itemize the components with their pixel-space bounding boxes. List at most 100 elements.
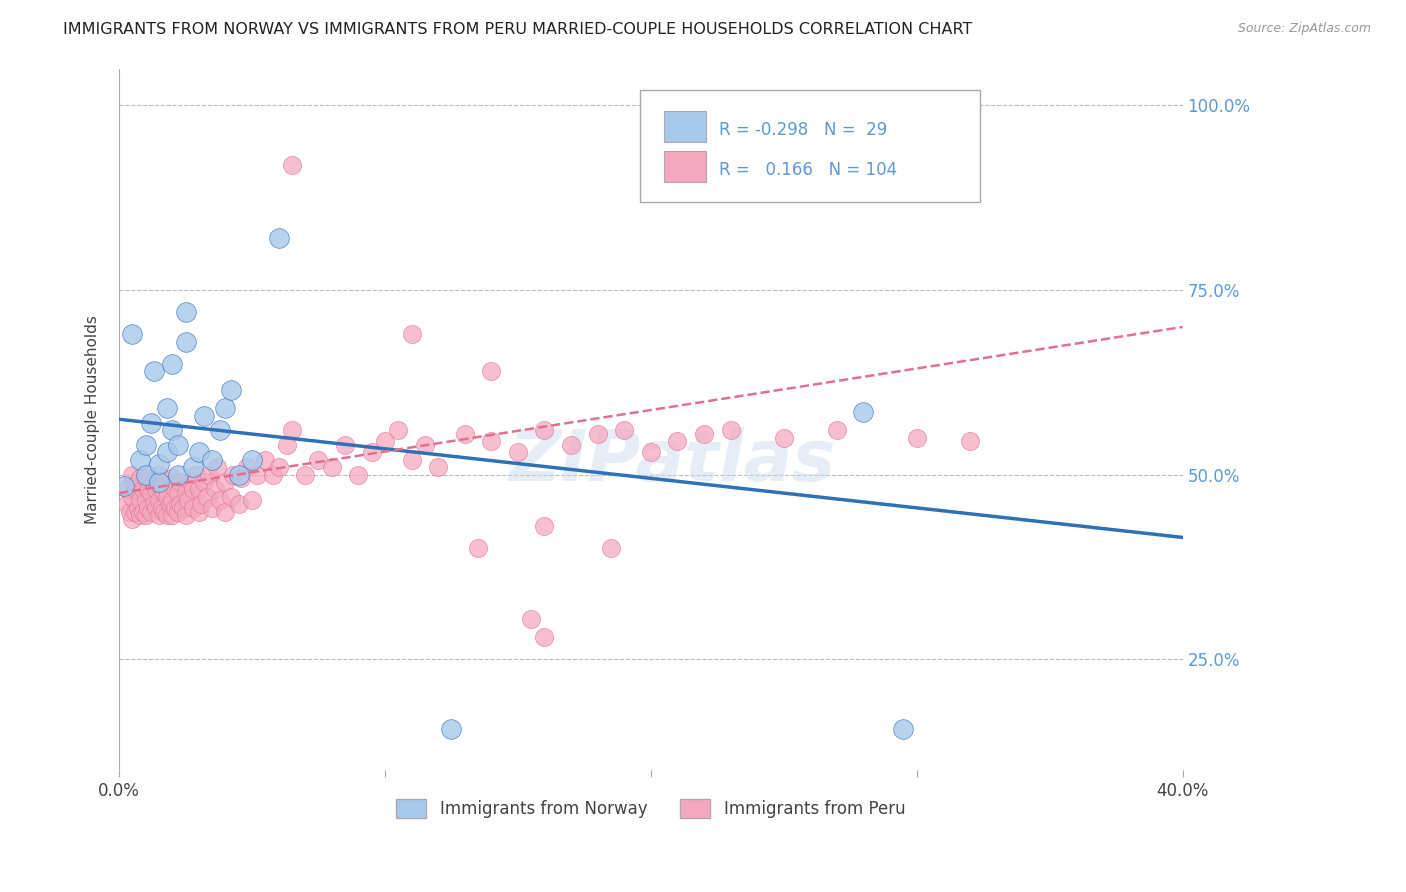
Point <box>132 504 155 518</box>
Point <box>209 493 232 508</box>
Point <box>533 423 555 437</box>
Point <box>121 467 143 482</box>
Point <box>201 500 224 515</box>
Point <box>231 471 253 485</box>
Point <box>387 423 409 437</box>
Point <box>135 438 157 452</box>
Text: Source: ZipAtlas.com: Source: ZipAtlas.com <box>1237 22 1371 36</box>
Point <box>560 438 582 452</box>
Point <box>142 364 165 378</box>
Point <box>174 508 197 523</box>
Point <box>135 508 157 523</box>
Point <box>132 483 155 497</box>
Point <box>240 453 263 467</box>
Text: IMMIGRANTS FROM NORWAY VS IMMIGRANTS FROM PERU MARRIED-COUPLE HOUSEHOLDS CORRELA: IMMIGRANTS FROM NORWAY VS IMMIGRANTS FRO… <box>63 22 973 37</box>
Point <box>222 467 245 482</box>
Point <box>333 438 356 452</box>
Point <box>127 475 149 489</box>
Point <box>115 483 138 497</box>
Point <box>240 493 263 508</box>
Point <box>135 471 157 485</box>
Point <box>214 475 236 489</box>
Point <box>166 486 188 500</box>
Point <box>129 508 152 523</box>
Point <box>169 475 191 489</box>
Point <box>127 500 149 515</box>
Point <box>148 467 170 482</box>
Point <box>281 423 304 437</box>
Point <box>321 460 343 475</box>
Text: R = -0.298   N =  29: R = -0.298 N = 29 <box>718 120 887 138</box>
Point <box>118 504 141 518</box>
Point <box>520 612 543 626</box>
Point <box>360 445 382 459</box>
Point <box>115 497 138 511</box>
Point <box>262 467 284 482</box>
Point <box>163 500 186 515</box>
Point <box>153 486 176 500</box>
Point <box>693 427 716 442</box>
Point <box>160 357 183 371</box>
Point <box>893 723 915 737</box>
Point <box>720 423 742 437</box>
Point <box>198 467 221 482</box>
Point <box>207 460 229 475</box>
Point <box>825 423 848 437</box>
Point <box>413 438 436 452</box>
Point <box>160 508 183 523</box>
Point <box>254 453 277 467</box>
Point <box>214 401 236 416</box>
Point <box>201 453 224 467</box>
Point <box>959 434 981 449</box>
Point <box>533 519 555 533</box>
Point <box>124 483 146 497</box>
Point <box>159 497 181 511</box>
Point <box>129 471 152 485</box>
Point <box>135 467 157 482</box>
Point <box>347 467 370 482</box>
Point <box>193 475 215 489</box>
Point <box>204 483 226 497</box>
Point <box>281 157 304 171</box>
Point <box>533 630 555 644</box>
Point <box>190 497 212 511</box>
Point <box>479 434 502 449</box>
Point <box>174 486 197 500</box>
Point <box>228 497 250 511</box>
Point <box>129 453 152 467</box>
Point <box>150 500 173 515</box>
Point <box>142 475 165 489</box>
Point <box>183 460 205 475</box>
Point <box>163 483 186 497</box>
Point <box>156 445 179 459</box>
Point <box>160 423 183 437</box>
Point <box>479 364 502 378</box>
Point <box>666 434 689 449</box>
Point <box>166 504 188 518</box>
Point <box>121 327 143 342</box>
Point <box>267 460 290 475</box>
Point <box>246 467 269 482</box>
Point <box>235 460 257 475</box>
Point <box>174 334 197 349</box>
Point <box>139 504 162 518</box>
Point <box>852 405 875 419</box>
Point <box>427 460 450 475</box>
Point <box>160 493 183 508</box>
Point <box>294 467 316 482</box>
Point <box>183 483 205 497</box>
Point <box>156 401 179 416</box>
Point <box>219 490 242 504</box>
Point <box>209 423 232 437</box>
Point <box>121 512 143 526</box>
Point <box>600 541 623 556</box>
Point <box>180 475 202 489</box>
Point <box>187 445 209 459</box>
Bar <box>664 112 706 142</box>
Point <box>440 723 463 737</box>
Point <box>124 504 146 518</box>
Point <box>148 508 170 523</box>
Y-axis label: Married-couple Households: Married-couple Households <box>86 315 100 524</box>
Point <box>156 490 179 504</box>
Point <box>586 427 609 442</box>
